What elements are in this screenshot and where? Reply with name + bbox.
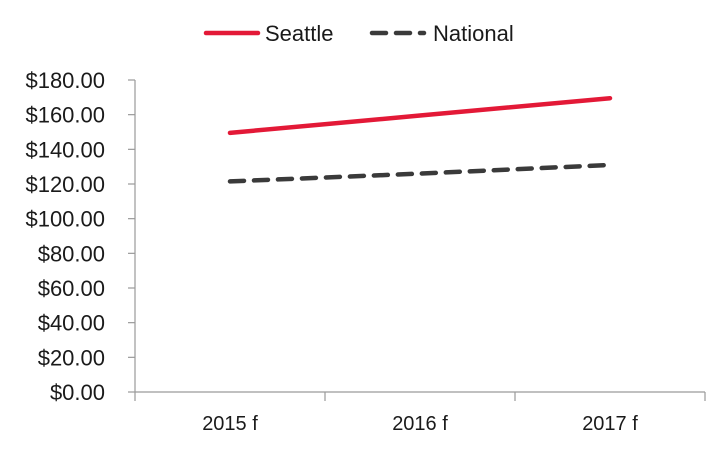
y-tick-label: $120.00: [25, 172, 105, 197]
legend: Seattle National: [203, 21, 514, 46]
y-tick-label: $80.00: [38, 241, 105, 266]
x-tick-label: 2015 f: [202, 413, 258, 435]
y-tick-label: $20.00: [38, 345, 105, 370]
x-tick-label: 2017 f: [582, 413, 638, 435]
y-tick-label: $160.00: [25, 103, 105, 128]
series-line-national: [227, 162, 613, 184]
y-tick-label: $60.00: [38, 276, 105, 301]
series-layer: [227, 95, 613, 184]
y-tick-label: $0.00: [50, 380, 105, 405]
y-tick-label: $140.00: [25, 137, 105, 162]
y-axis: $0.00 $20.00 $40.00 $60.00 $80.00 $100.00 $120…: [25, 68, 136, 405]
y-tick-label: $40.00: [38, 311, 105, 336]
x-axis: 2015 f 2016 f 2017 f: [134, 391, 706, 435]
legend-label-seattle: Seattle: [265, 21, 334, 46]
legend-label-national: National: [433, 21, 514, 46]
x-tick-label: 2016 f: [392, 413, 448, 435]
y-tick-label: $100.00: [25, 207, 105, 232]
y-tick-label: $180.00: [25, 68, 105, 93]
